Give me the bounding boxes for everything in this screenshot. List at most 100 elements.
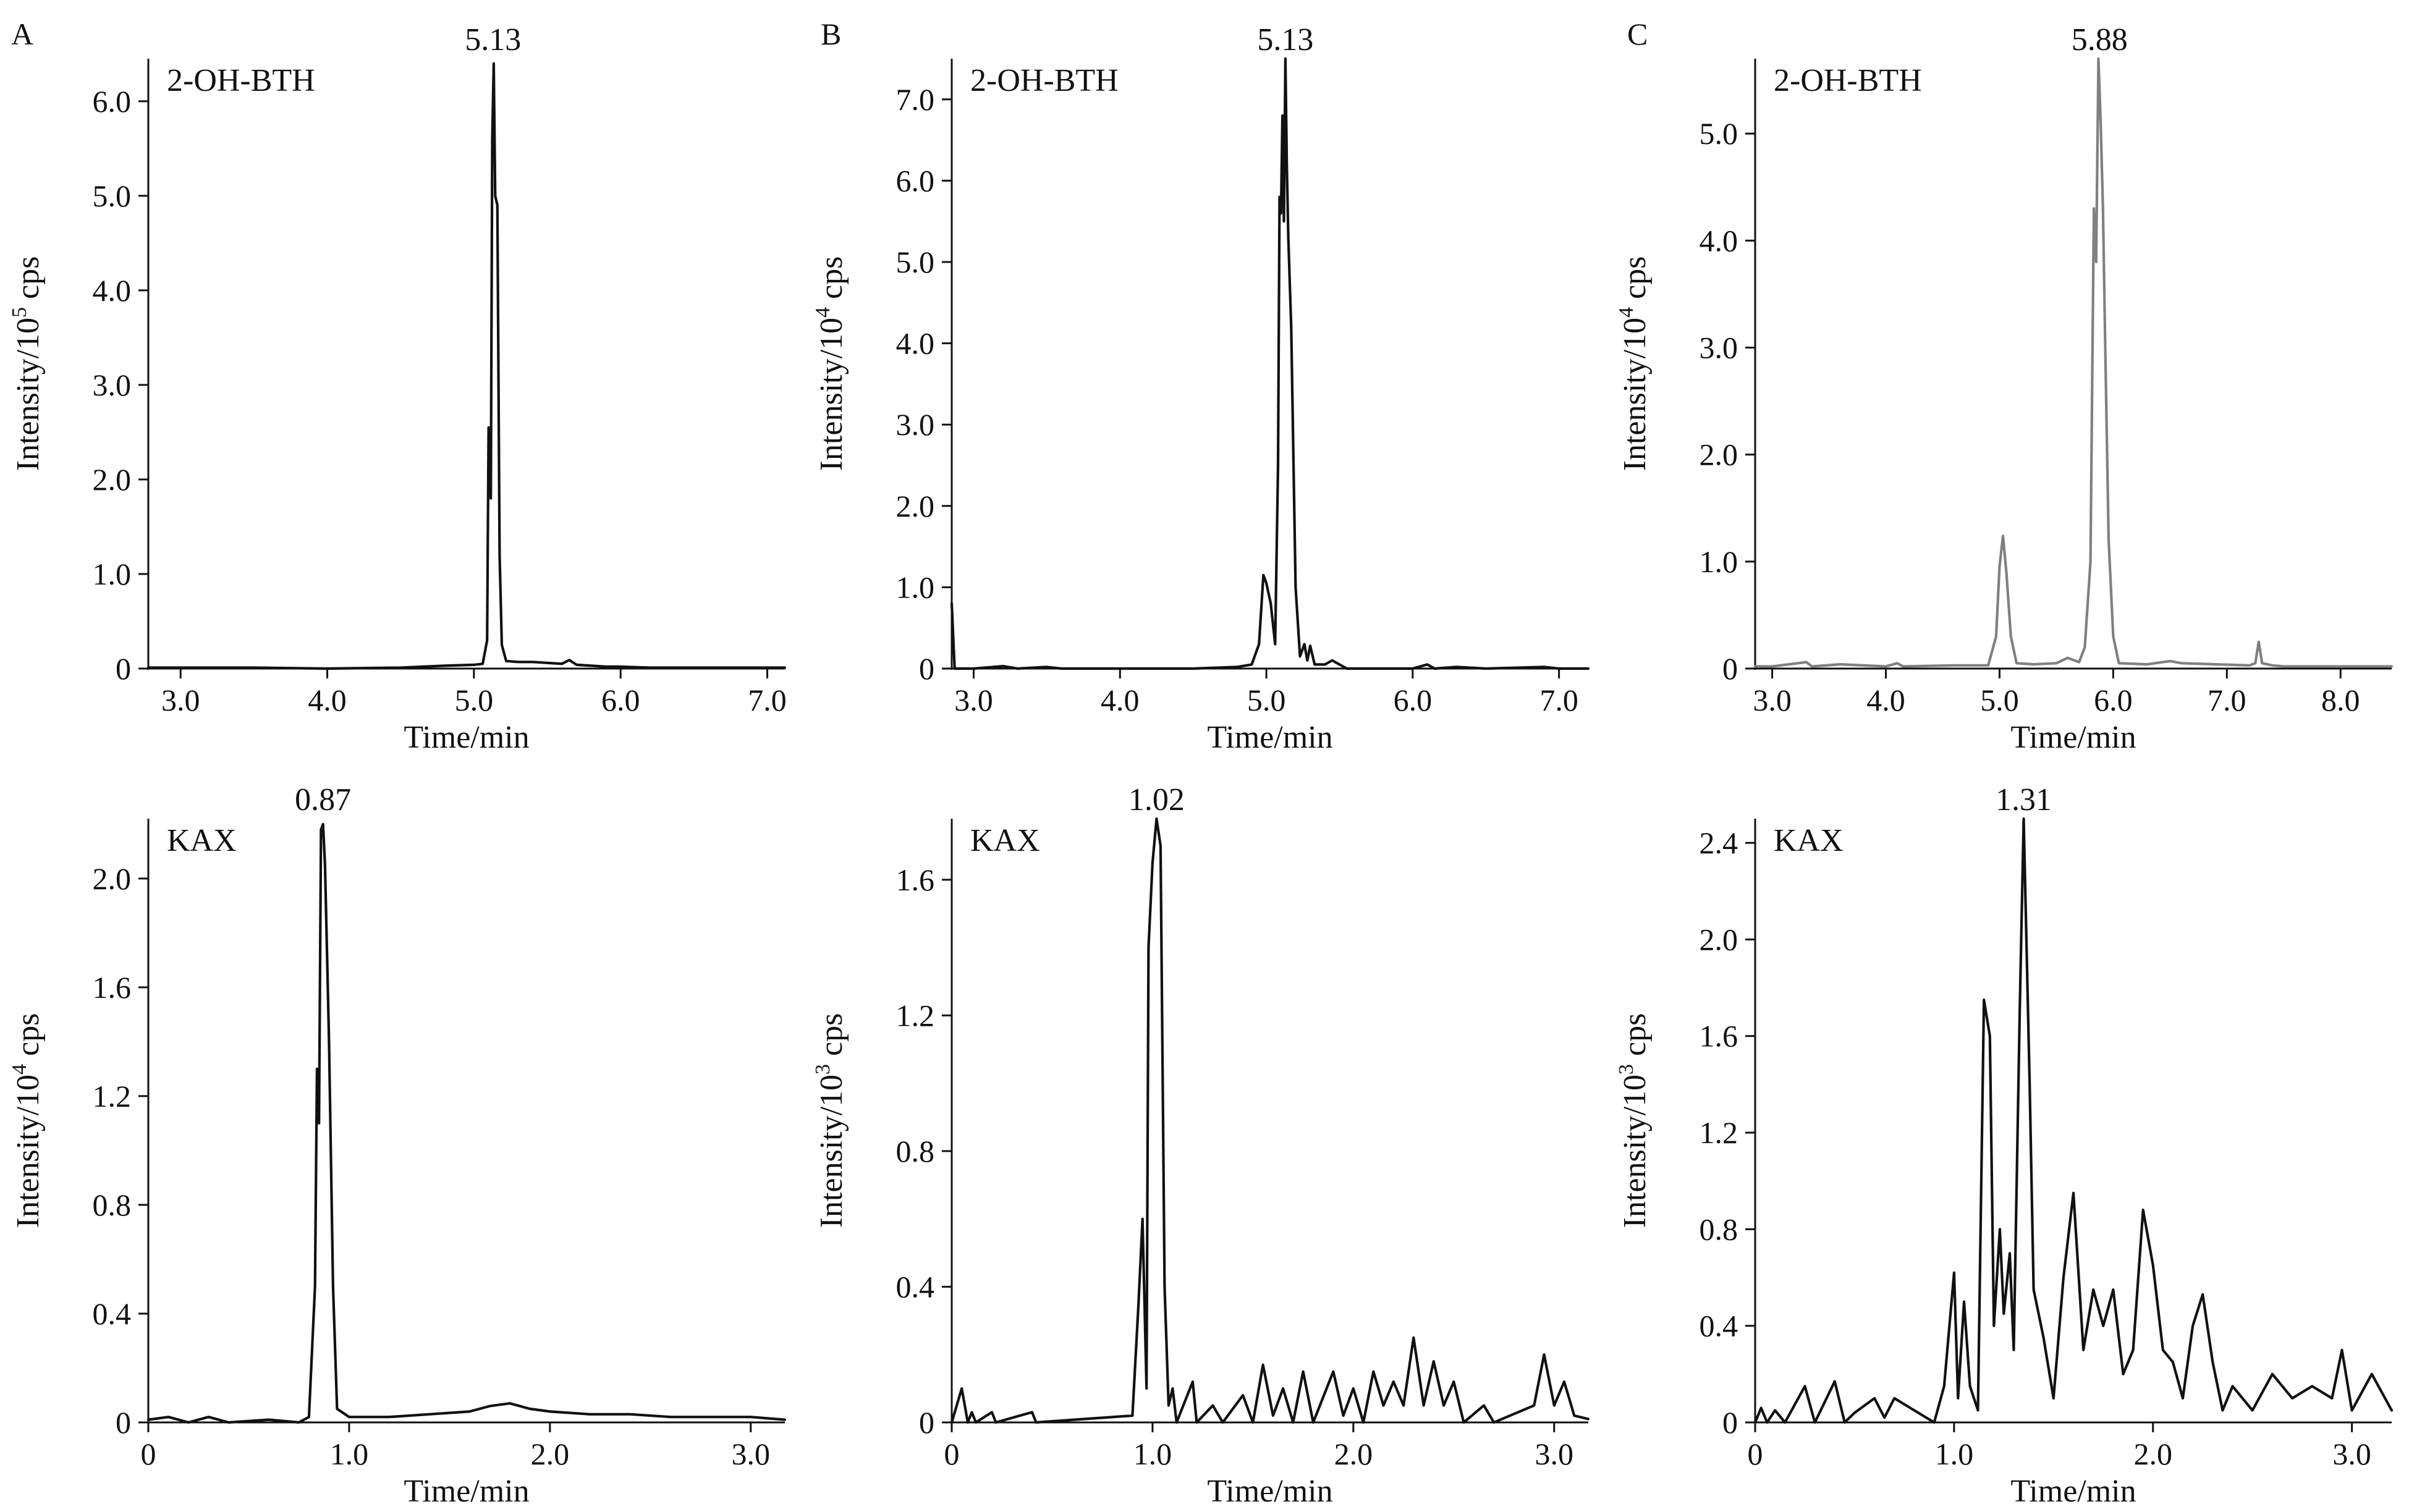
x-tick-label: 3.0 (732, 1437, 771, 1471)
y-tick-label: 6.0 (93, 84, 132, 119)
y-tick-label: 4.0 (93, 273, 132, 308)
x-tick-label: 2.0 (531, 1437, 570, 1471)
y-axis-label-unit: cps (1617, 256, 1653, 307)
y-axis-label-exponent: 4 (811, 307, 834, 318)
y-tick-label: 0 (116, 1405, 131, 1440)
y-tick-label: 0.4 (93, 1296, 132, 1331)
x-axis-label: Time/min (404, 720, 529, 755)
y-axis-label: Intensity/105 cps (8, 256, 46, 471)
peak-label: 1.02 (1128, 782, 1185, 817)
y-tick-label: 0.4 (896, 1269, 935, 1304)
y-tick-label: 4.0 (896, 326, 935, 361)
peak-label: 0.87 (295, 782, 351, 817)
y-tick-label: 2.4 (1700, 826, 1738, 860)
y-tick-label: 0 (1722, 651, 1738, 686)
chromatogram-trace (950, 817, 1590, 1424)
y-axis-label-exponent: 5 (8, 307, 31, 318)
y-axis-label-base: Intensity/10 (1617, 1075, 1653, 1228)
x-tick-label: 3.0 (161, 683, 200, 717)
chart-a-bottom: 0 1.0 2.0 3.000.40.81.21.62.0Time/minIntens… (8, 782, 787, 1509)
y-tick-label: 0 (919, 1405, 934, 1440)
chart-c-bottom: 0 1.0 2.0 3.0 0 0.4 0.8 1.2 1.6 2.0 2.4 Time/min Int… (1615, 782, 2394, 1509)
x-tick-label: 3.0 (1535, 1437, 1574, 1471)
y-tick-label: 1.6 (93, 970, 132, 1005)
y-axis-label-unit: cps (814, 256, 849, 307)
x-tick-label: 2.0 (1334, 1437, 1373, 1471)
y-tick-label: 6.0 (896, 163, 935, 198)
y-tick-label: 1.0 (896, 570, 935, 604)
x-tick-label: 3.0 (954, 683, 993, 717)
y-axis-label-exponent: 3 (811, 1064, 834, 1075)
chart-b-bottom: 0 1.0 2.0 3.0 0 0.4 0.8 1.2 1.6 Time/min Intensity… (811, 782, 1590, 1509)
y-tick-label: 1.6 (896, 863, 935, 897)
y-axis-label-unit: cps (11, 256, 46, 307)
y-axis-label-base: Intensity/10 (1617, 318, 1653, 471)
x-tick-label: 3.0 (2332, 1437, 2371, 1471)
x-tick-label: 8.0 (2321, 683, 2360, 717)
y-axis-label-unit: cps (11, 1013, 46, 1064)
x-tick-label: 0 (944, 1437, 960, 1471)
x-tick-label: 1.0 (1935, 1437, 1974, 1471)
y-axis-label-base: Intensity/10 (814, 1075, 849, 1228)
y-tick-label: 2.0 (93, 861, 132, 896)
y-axis-label-base: Intensity/10 (11, 1075, 46, 1228)
x-tick-label: 4.0 (1101, 683, 1140, 717)
y-tick-label: 2.0 (1700, 437, 1738, 472)
chromatogram-trace (146, 822, 787, 1424)
y-tick-label: 1.2 (896, 998, 935, 1033)
y-tick-label: 1.6 (1700, 1019, 1738, 1054)
y-tick-label: 3.0 (1700, 331, 1738, 365)
x-tick-label: 6.0 (1394, 683, 1433, 717)
x-tick-label: 1.0 (330, 1437, 369, 1471)
x-tick-label: 3.0 (1753, 683, 1792, 717)
x-tick-label: 1.0 (1133, 1437, 1172, 1471)
y-axis-label: Intensity/104 cps (1615, 256, 1653, 471)
x-tick-label: 4.0 (308, 683, 347, 717)
x-tick-label: 2.0 (2134, 1437, 2173, 1471)
y-tick-label: 5.0 (1700, 116, 1738, 151)
x-axis-label: Time/min (1207, 1474, 1332, 1509)
chromatogram-trace (146, 62, 787, 670)
y-axis-label-exponent: 4 (8, 1064, 31, 1075)
compound-label: 2-OH-BTH (1774, 63, 1922, 98)
y-tick-label: 2.0 (1700, 922, 1738, 957)
y-axis-label: Intensity/103 cps (811, 1013, 849, 1228)
x-axis-label: Time/min (2010, 1474, 2136, 1509)
x-axis-label: Time/min (404, 1474, 529, 1509)
chart-a-top: 3.0 4.0 5.0 6.0 7.0 0 1.0 2.0 3.0 4.0 5.0 6.0 Time/m… (8, 22, 787, 755)
y-tick-label: 0.8 (896, 1134, 935, 1168)
compound-label: KAX (167, 823, 237, 858)
y-axis-label-exponent: 3 (1615, 1064, 1638, 1075)
y-tick-label: 1.0 (93, 557, 132, 591)
y-tick-label: 0.8 (1700, 1212, 1738, 1246)
y-axis-label: Intensity/103 cps (1615, 1013, 1653, 1228)
y-tick-label: 1.2 (93, 1079, 132, 1113)
y-axis-label: Intensity/104 cps (811, 256, 849, 471)
compound-label: 2-OH-BTH (970, 63, 1119, 98)
chromatogram-trace (1753, 817, 2394, 1424)
y-tick-label: 0 (116, 651, 131, 686)
chart-c-top: 3.0 4.0 5.0 6.0 7.0 8.001.02.03.04.05.0Time/m… (1615, 22, 2394, 755)
x-tick-label: 5.0 (1247, 683, 1286, 717)
peak-label: 5.13 (1257, 22, 1313, 57)
y-tick-label: 2.0 (93, 462, 132, 497)
x-tick-label: 0 (141, 1437, 156, 1471)
y-axis-label-unit: cps (814, 1013, 849, 1064)
y-tick-label: 0.4 (1700, 1309, 1738, 1343)
x-tick-label: 6.0 (2094, 683, 2133, 717)
compound-label: KAX (970, 823, 1040, 858)
y-tick-label: 5.0 (896, 245, 935, 279)
y-tick-label: 1.2 (1700, 1115, 1738, 1150)
chromatogram-trace (1753, 57, 2394, 668)
y-axis-label-exponent: 4 (1615, 307, 1638, 318)
x-axis-label: Time/min (1207, 720, 1332, 755)
compound-label: 2-OH-BTH (167, 63, 315, 98)
y-tick-label: 0.8 (93, 1188, 132, 1222)
peak-label: 5.88 (2072, 22, 2128, 57)
panel-letter-a: A (11, 17, 33, 51)
x-tick-label: 7.0 (1539, 683, 1578, 717)
x-tick-label: 5.0 (455, 683, 494, 717)
x-tick-label: 5.0 (1980, 683, 2019, 717)
panel-letter-c: C (1627, 17, 1648, 51)
